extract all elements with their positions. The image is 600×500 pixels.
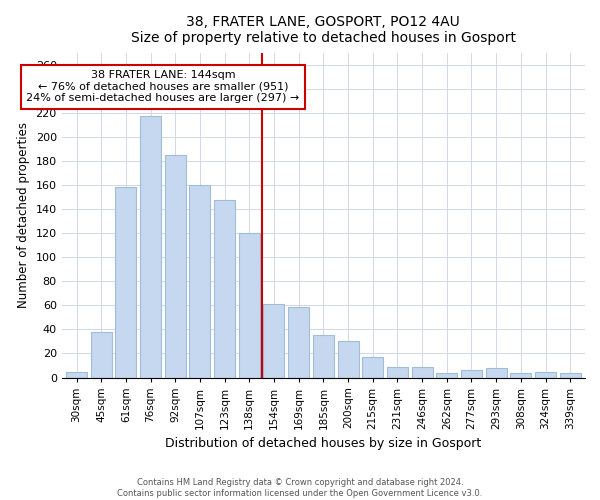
Text: Contains HM Land Registry data © Crown copyright and database right 2024.
Contai: Contains HM Land Registry data © Crown c…	[118, 478, 482, 498]
Text: 38 FRATER LANE: 144sqm
← 76% of detached houses are smaller (951)
24% of semi-de: 38 FRATER LANE: 144sqm ← 76% of detached…	[26, 70, 299, 103]
Bar	[436, 372, 457, 378]
Title: 38, FRATER LANE, GOSPORT, PO12 4AU
Size of property relative to detached houses : 38, FRATER LANE, GOSPORT, PO12 4AU Size …	[131, 15, 516, 45]
Bar	[511, 372, 532, 378]
Bar	[214, 200, 235, 378]
Bar	[263, 304, 284, 378]
Bar	[535, 372, 556, 378]
Bar	[115, 186, 136, 378]
Bar	[190, 186, 211, 378]
Bar	[313, 336, 334, 378]
Bar	[66, 372, 87, 378]
Y-axis label: Number of detached properties: Number of detached properties	[17, 122, 30, 308]
Bar	[288, 306, 309, 378]
Bar	[165, 156, 186, 378]
X-axis label: Distribution of detached houses by size in Gosport: Distribution of detached houses by size …	[165, 437, 481, 450]
Bar	[91, 332, 112, 378]
Bar	[362, 357, 383, 378]
Bar	[338, 342, 359, 378]
Bar	[461, 370, 482, 378]
Bar	[140, 116, 161, 378]
Bar	[560, 372, 581, 378]
Bar	[485, 368, 506, 378]
Bar	[239, 234, 260, 378]
Bar	[387, 366, 408, 378]
Bar	[412, 366, 433, 378]
